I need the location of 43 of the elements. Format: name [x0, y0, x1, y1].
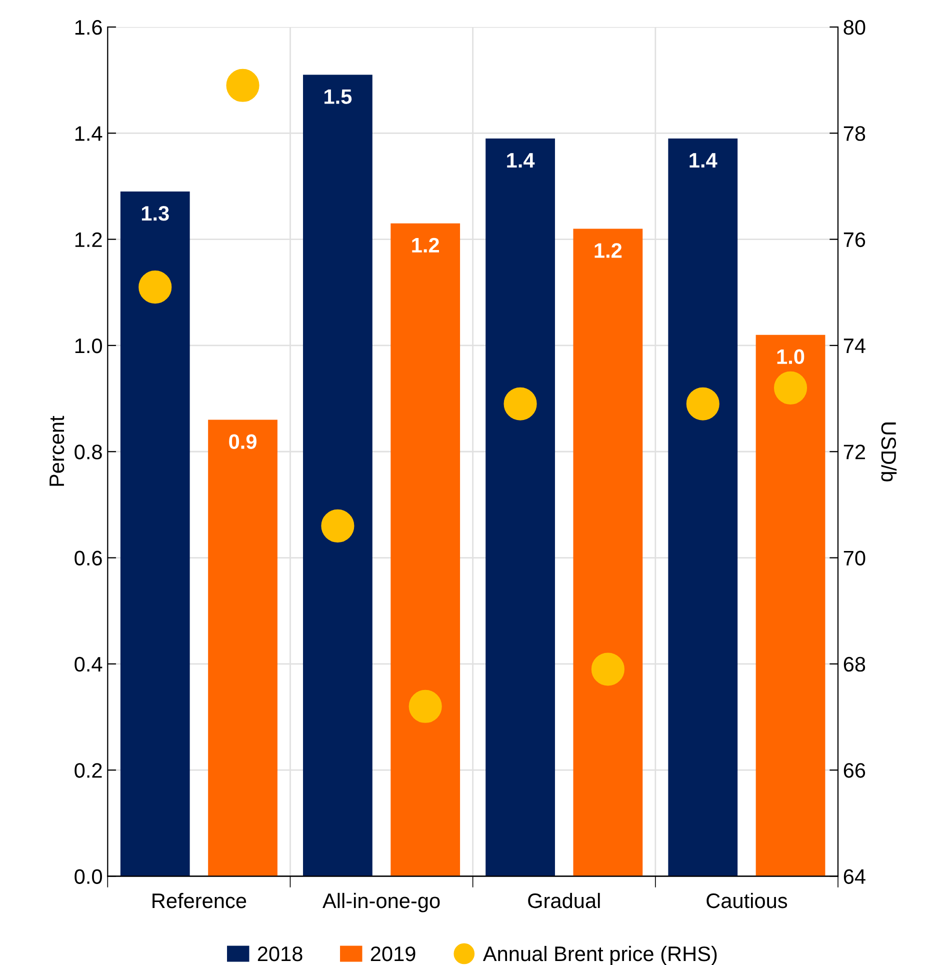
data-label: 0.9 — [229, 434, 256, 449]
y-tick-label: 0.4 — [74, 656, 102, 672]
x-tick-label: Reference — [152, 892, 246, 908]
y2-axis-title: USD/b — [881, 422, 897, 482]
y-tick-label: 0.6 — [74, 550, 102, 566]
y2-tick-label: 74 — [844, 338, 866, 354]
y2-tick-label: 70 — [844, 550, 866, 566]
bar — [208, 420, 278, 876]
y2-tick-label: 68 — [844, 656, 866, 672]
data-label: 1.3 — [142, 206, 169, 221]
y2-tick-label: 66 — [844, 763, 866, 778]
bar — [573, 228, 643, 876]
bar — [756, 334, 826, 876]
y-axis-title: Percent — [50, 416, 64, 486]
x-tick-label: Gradual — [528, 892, 600, 908]
y-tick-label: 0.8 — [74, 444, 102, 460]
data-label: 1.2 — [412, 238, 439, 252]
legend-label: Annual Brent price (RHS) — [482, 946, 717, 965]
x-tick-label: Cautious — [706, 892, 788, 908]
y2-tick-label: 72 — [844, 444, 865, 460]
data-label: 1.0 — [777, 349, 804, 364]
bar — [303, 74, 372, 876]
bar — [486, 138, 555, 876]
y-tick-label: 0.2 — [74, 763, 102, 778]
bar — [120, 192, 190, 876]
y-tick-label: 1.2 — [75, 232, 102, 247]
data-label: 1.2 — [594, 243, 622, 258]
bar — [390, 223, 460, 876]
y-tick-label: 1.0 — [75, 338, 102, 354]
bar — [668, 138, 738, 876]
data-label: 1.4 — [507, 153, 535, 168]
y2-tick-label: 64 — [844, 869, 866, 884]
y-tick-label: 1.6 — [75, 20, 102, 35]
y2-tick-label: 76 — [844, 232, 866, 248]
y-tick-label: 1.4 — [75, 126, 102, 141]
legend-label: 2019 — [370, 946, 416, 962]
y-tick-label: 0.0 — [74, 869, 102, 884]
legend-label: 2018 — [258, 946, 302, 962]
data-label: 1.4 — [690, 153, 718, 168]
data-label: 1.5 — [324, 89, 352, 104]
x-tick-label: All-in-one-go — [322, 892, 440, 912]
y2-tick-label: 80 — [844, 20, 866, 35]
y2-tick-label: 78 — [844, 126, 866, 141]
